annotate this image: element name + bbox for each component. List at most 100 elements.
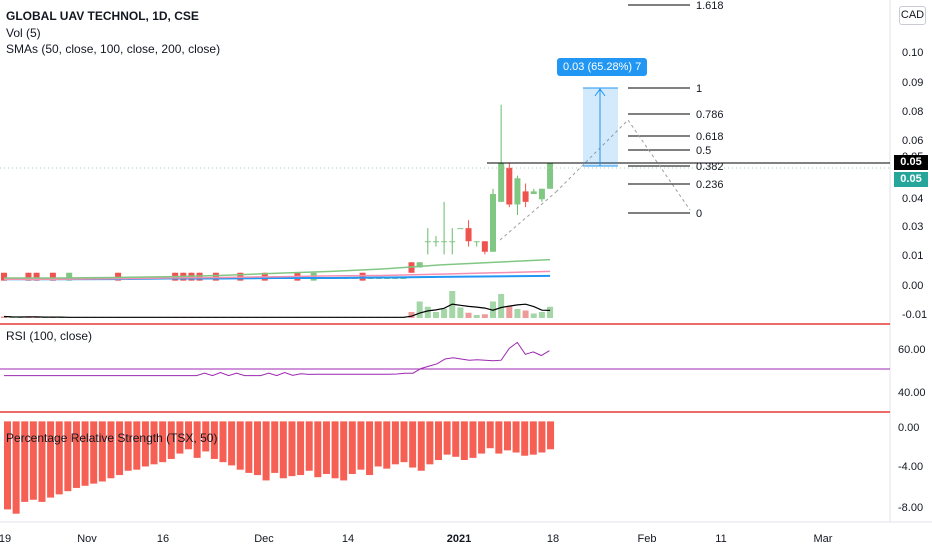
volume-ma-line	[3, 303, 551, 318]
prs-bar	[116, 421, 124, 476]
price-tick-label: 0.03	[902, 221, 923, 233]
volume-bar	[416, 301, 423, 318]
prs-bar	[314, 421, 322, 478]
price-axis[interactable]: 0.110.100.090.080.060.050.040.030.010.00…	[898, 7, 927, 514]
fib-level-label: 0.618	[696, 131, 724, 143]
fib-trend-line	[499, 191, 557, 241]
candle-body	[547, 162, 554, 189]
prs-bar	[486, 421, 494, 449]
prs-bar	[331, 421, 339, 479]
prs-bar	[391, 421, 399, 465]
currency-button[interactable]: CAD	[899, 6, 926, 25]
prs-bar	[55, 421, 63, 495]
measure-arrow-head	[594, 88, 606, 97]
candle-body	[441, 241, 448, 243]
prs-bar	[4, 421, 11, 510]
prs-bar	[12, 421, 20, 514]
fib-level-label: 1	[696, 83, 702, 95]
price-panel[interactable]	[0, 104, 890, 281]
rsi-line	[4, 341, 550, 377]
fib-level-label: 0.786	[696, 109, 724, 121]
volume-panel	[1, 291, 554, 318]
rsi-legend[interactable]: RSI (100, close)	[6, 329, 93, 343]
volume-bar	[514, 309, 521, 318]
candle-body	[506, 167, 513, 205]
candle-body	[481, 241, 488, 252]
volume-legend[interactable]: Vol (5)	[6, 26, 41, 40]
prs-bar	[81, 421, 89, 486]
prs-bar	[435, 421, 442, 461]
prs-bar	[107, 421, 115, 479]
price-tick-label: 0.06	[902, 135, 923, 147]
time-tick-label: 2021	[447, 533, 471, 545]
fibonacci-retracement[interactable]: 1.618 1 0.786 0.618 0.5 0.382 0.236 0	[499, 0, 724, 241]
prs-bar	[72, 421, 80, 488]
prs-bar	[202, 421, 210, 452]
measure-label[interactable]: 0.03 (65.28%) 7	[557, 58, 648, 76]
prs-bar	[538, 421, 546, 453]
prs-bar	[348, 421, 356, 474]
price-tick-label: 0.00	[902, 280, 923, 292]
volume-bar	[432, 312, 439, 318]
candle-body	[457, 228, 464, 230]
time-axis[interactable]: 19 Nov 16 Dec 14 2021 18 Feb 11 Mar	[0, 533, 833, 545]
prs-bar	[141, 421, 149, 467]
fib-level-label: 1.618	[696, 0, 724, 12]
fib-level-label: 0	[696, 208, 702, 220]
prs-legend[interactable]: Percentage Relative Strength (TSX, 50)	[6, 431, 218, 445]
volume-bar	[457, 307, 464, 318]
close-price-tag: 0.05	[894, 172, 928, 187]
prs-bar	[185, 421, 193, 450]
prs-bar	[297, 421, 305, 476]
prs-bar	[210, 421, 218, 459]
prs-bar	[503, 421, 511, 451]
prs-bar	[452, 421, 460, 457]
sma50-line	[4, 258, 551, 279]
volume-bar	[441, 309, 448, 318]
volume-bar	[424, 306, 431, 318]
grid-lines	[0, 0, 932, 523]
rsi-tick-label: 60.00	[898, 344, 926, 356]
percentage-relative-strength-panel[interactable]	[4, 421, 555, 514]
volume-bar	[522, 310, 529, 318]
candle-body	[514, 178, 521, 205]
prs-bar	[469, 421, 477, 458]
candle-body	[384, 278, 391, 279]
prs-bar	[417, 421, 425, 471]
prs-bar	[529, 421, 537, 455]
prs-bar	[219, 421, 227, 463]
candle-body	[465, 228, 472, 242]
prs-bar	[547, 421, 555, 450]
prs-bar	[64, 421, 72, 492]
sma-legend[interactable]: SMAs (50, close, 100, close, 200, close)	[6, 42, 221, 56]
rsi-panel[interactable]	[0, 341, 890, 377]
volume-bar	[1, 316, 7, 318]
prs-bar	[176, 421, 184, 454]
prs-bar	[478, 421, 486, 454]
prs-bar	[521, 421, 529, 456]
prs-bar	[133, 421, 141, 470]
prs-bar	[98, 421, 106, 482]
fib-level-label: 0.5	[696, 145, 711, 157]
time-tick-label: Feb	[638, 533, 657, 545]
candle-body	[25, 272, 32, 281]
symbol-title[interactable]: GLOBAL UAV TECHNOL, 1D, CSE	[6, 9, 199, 23]
time-tick-label: 16	[157, 533, 169, 545]
volume-bar	[547, 306, 554, 318]
candle-body	[416, 262, 423, 268]
prs-bar	[245, 421, 253, 473]
prs-bar	[340, 421, 348, 481]
candle-body	[530, 191, 537, 194]
time-tick-label: Nov	[77, 533, 97, 545]
volume-bar	[506, 306, 513, 318]
candle-body	[49, 272, 56, 281]
volume-bar	[465, 312, 472, 318]
price-tick-label: 0.04	[902, 193, 923, 205]
time-tick-label: Dec	[254, 533, 274, 545]
prs-bar	[305, 421, 313, 471]
candle-body	[538, 188, 545, 200]
volume-bar	[530, 313, 537, 318]
candle-body	[490, 194, 496, 252]
candle-body	[432, 241, 439, 243]
